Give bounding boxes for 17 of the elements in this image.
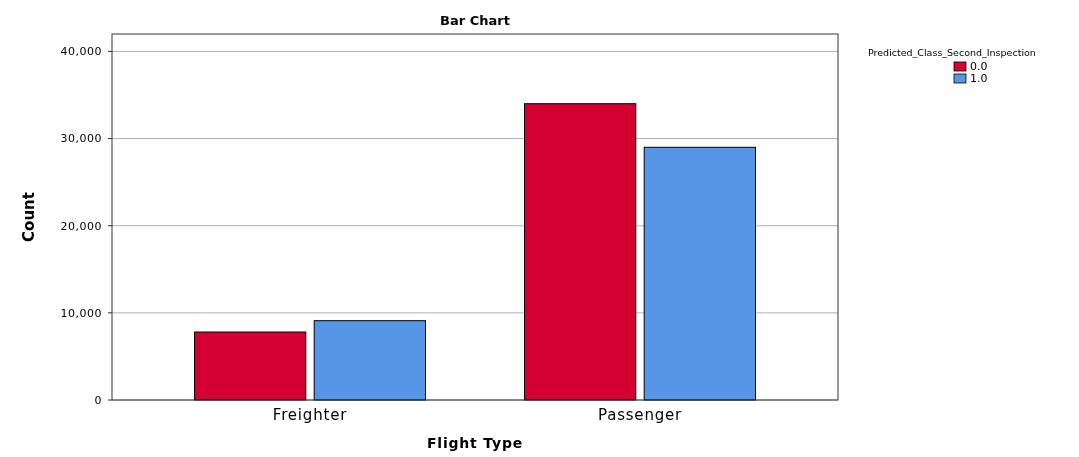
bar xyxy=(194,331,307,401)
x-tick-label: Freighter xyxy=(272,406,348,424)
bar xyxy=(643,146,756,401)
y-axis-title: Count xyxy=(20,192,38,242)
legend-label: 0.0 xyxy=(970,60,988,73)
chart-title: Bar Chart xyxy=(440,13,510,28)
y-tick-label: 10,000 xyxy=(60,306,102,320)
bar xyxy=(524,103,637,401)
y-tick-label: 30,000 xyxy=(60,132,102,146)
bar xyxy=(313,320,426,401)
legend-label: 1.0 xyxy=(970,72,988,85)
y-tick-label: 0 xyxy=(94,393,102,407)
x-tick-label: Passenger xyxy=(597,406,683,424)
y-tick-label: 20,000 xyxy=(60,219,102,233)
legend-title: Predicted_Class_Second_Inspection xyxy=(868,47,1036,58)
y-tick-label: 40,000 xyxy=(60,45,102,59)
x-axis-title: Flight Type xyxy=(426,435,524,451)
